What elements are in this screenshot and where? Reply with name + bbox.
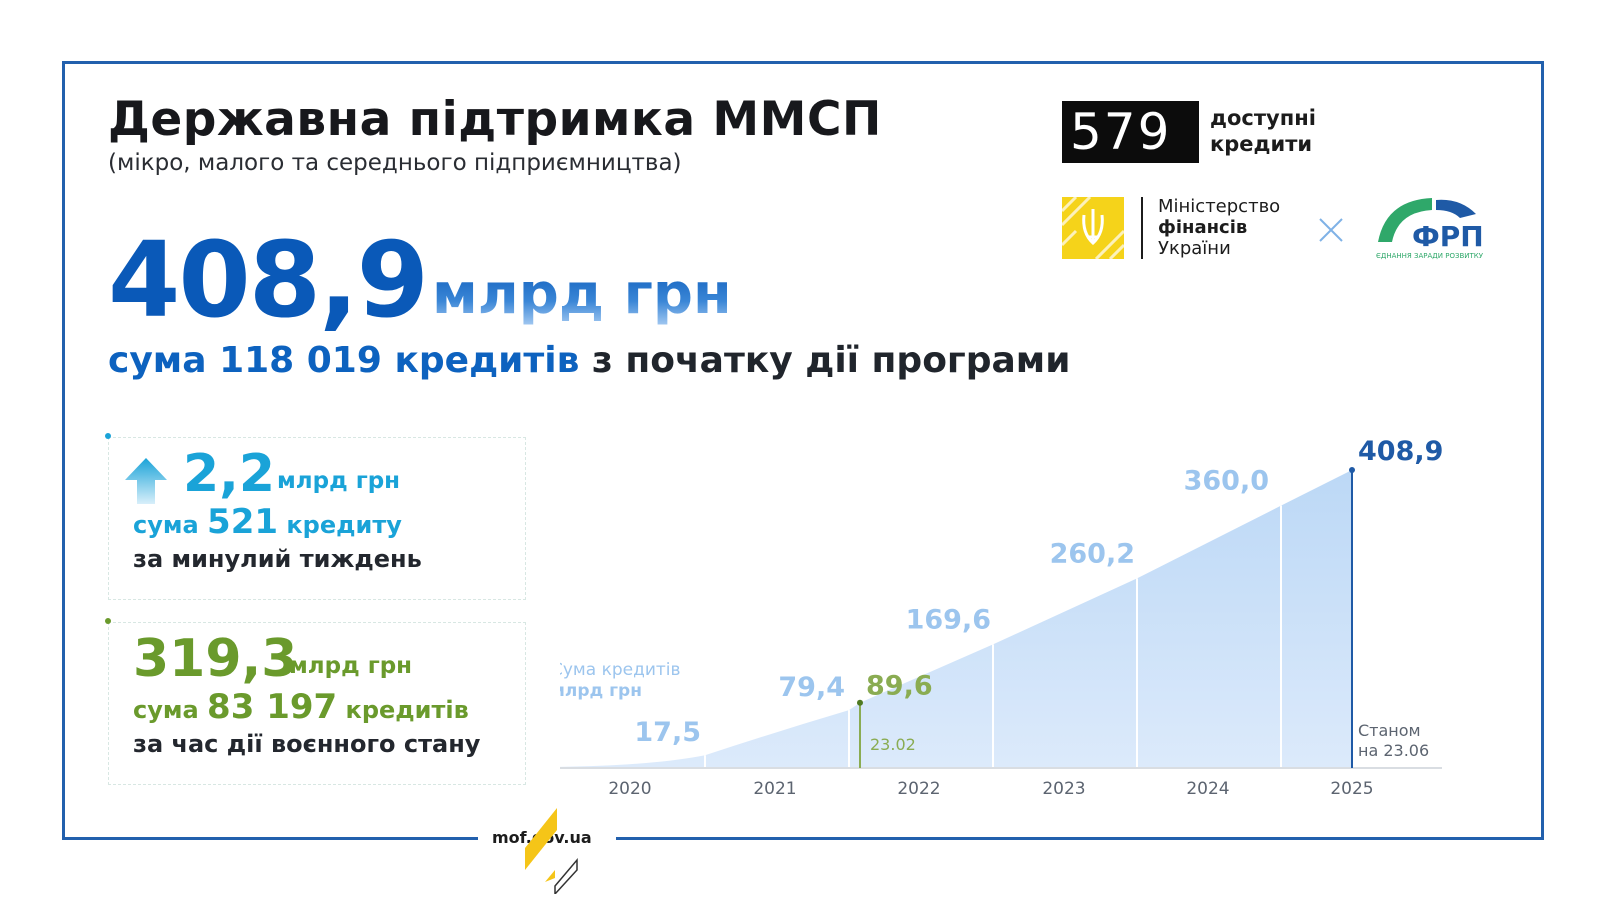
x-tick-label: 2021: [753, 779, 796, 799]
x-tick-label: 2022: [897, 779, 940, 799]
data-label: 89,6: [866, 671, 933, 702]
ministry-line-3: України: [1158, 238, 1231, 259]
total-amount: 408,9: [108, 219, 429, 341]
war-count-line: сума 83 197 кредитів: [133, 687, 469, 727]
data-label: 260,2: [1050, 538, 1135, 569]
x-tick-label: 2020: [608, 779, 651, 799]
war-marker-dot: [857, 699, 863, 706]
area-fill: [560, 470, 1352, 768]
data-label: 360,0: [1184, 466, 1269, 497]
summary-suffix: з початку дії програми: [591, 340, 1071, 381]
week-amount-unit: млрд грн: [277, 468, 401, 494]
week-card: 2,2 млрд грн сума 521 кредиту за минулий…: [105, 433, 526, 600]
war-count-unit: кредитів: [345, 696, 469, 724]
war-amount-unit: млрд грн: [289, 653, 413, 679]
summary-count-unit: кредитів: [394, 340, 580, 381]
area-chart: 2020 2021 2022 2023 2024 2025 17,5 79,4 89,6 169…: [560, 436, 1443, 799]
frp-tagline: ЄДНАННЯ ЗАРАДИ РОЗВИТКУ: [1376, 252, 1484, 260]
page-title: Державна підтримка ММСП: [108, 92, 882, 147]
current-marker-dot: [1349, 467, 1355, 473]
logo-579-text: доступні кредити: [1210, 105, 1316, 157]
war-amount: 319,3: [133, 629, 298, 689]
data-label: 79,4: [778, 672, 845, 703]
trident-emblem-icon: [1062, 197, 1124, 259]
frp-letters: ФРП: [1412, 220, 1484, 253]
card-dot: [105, 433, 111, 439]
war-prefix: сума: [133, 696, 199, 724]
logo-579-text-1: доступні: [1210, 106, 1316, 130]
data-label: 17,5: [634, 717, 701, 748]
data-label: 408,9: [1358, 436, 1443, 467]
data-label: 169,6: [906, 604, 991, 635]
ministry-line-2: фінансів: [1158, 217, 1248, 238]
asof-label-1: Станом: [1358, 721, 1421, 740]
frp-logo: ФРП ЄДНАННЯ ЗАРАДИ РОЗВИТКУ: [1376, 198, 1484, 260]
y-label-2: млрд грн: [560, 681, 642, 701]
x-tick-label: 2025: [1330, 779, 1373, 799]
asof-label-2: на 23.06: [1358, 741, 1429, 760]
x-tick-label: 2023: [1042, 779, 1085, 799]
total-amount-unit: млрд грн: [432, 262, 732, 327]
war-marker-date: 23.02: [870, 735, 916, 754]
card-dot: [105, 618, 111, 624]
logo-579-text-2: кредити: [1210, 132, 1313, 156]
war-count: 83 197: [207, 687, 338, 727]
cross-icon: [1319, 218, 1343, 242]
week-amount: 2,2: [183, 444, 276, 504]
week-prefix: сума: [133, 511, 199, 539]
x-tick-label: 2024: [1186, 779, 1229, 799]
war-period: за час дії воєнного стану: [133, 730, 481, 758]
war-card: 319,3 млрд грн сума 83 197 кредитів за ч…: [105, 618, 526, 785]
week-period: за минулий тиждень: [133, 545, 422, 573]
arrow-up-icon: [125, 458, 167, 504]
emblem-separator: [1141, 197, 1143, 259]
logo-579-digits: 579: [1070, 103, 1172, 161]
ministry-line-1: Міністерство: [1158, 196, 1281, 217]
week-count: 521: [207, 502, 279, 542]
week-count-line: сума 521 кредиту: [133, 502, 402, 542]
ministry-name: Міністерство фінансів України: [1158, 196, 1280, 259]
frame-border: [62, 61, 1544, 840]
logo-579: 579: [1062, 101, 1199, 163]
y-label-1: Сума кредитів: [560, 660, 681, 680]
summary-prefix: сума: [108, 340, 207, 381]
footer-logo-icon: [525, 808, 578, 894]
page-subtitle: (мікро, малого та середнього підприємниц…: [108, 150, 682, 176]
total-summary: сума 118 019 кредитів з початку дії прог…: [108, 340, 1070, 381]
summary-count: 118 019: [219, 340, 382, 381]
week-count-unit: кредиту: [286, 511, 402, 539]
